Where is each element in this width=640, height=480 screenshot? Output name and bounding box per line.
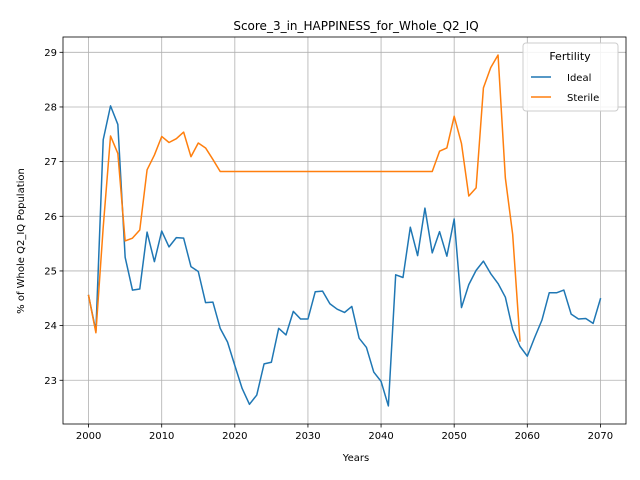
series-line-sterile: [87, 54, 521, 342]
y-axis: 23 24 25 26 27 28 29: [44, 48, 63, 387]
y-tick-label: 28: [44, 102, 57, 113]
y-tick-label: 23: [44, 376, 57, 387]
legend: Fertility Ideal Sterile: [522, 42, 619, 112]
legend-label-ideal: Ideal: [567, 73, 591, 84]
chart-title: Score_3_in_HAPPINESS_for_Whole_Q2_IQ: [233, 19, 478, 33]
y-tick-label: 29: [44, 48, 57, 59]
x-tick-label: 2050: [441, 431, 466, 442]
x-tick-label: 2030: [295, 431, 320, 442]
series-layer: [87, 54, 602, 407]
x-tick-label: 2000: [76, 431, 101, 442]
legend-label-sterile: Sterile: [567, 93, 599, 104]
y-tick-label: 25: [44, 266, 57, 277]
x-axis: 2000 2010 2020 2030 2040 2050 2060 2070: [76, 424, 613, 442]
plot-frame: [62, 36, 627, 425]
legend-box: [522, 42, 619, 112]
y-axis-label: % of Whole Q2_IQ Population: [16, 168, 27, 314]
x-tick-label: 2060: [515, 431, 540, 442]
x-tick-label: 2020: [222, 431, 247, 442]
x-tick-label: 2010: [149, 431, 174, 442]
x-tick-label: 2040: [368, 431, 393, 442]
y-tick-label: 24: [44, 321, 57, 332]
y-tick-label: 27: [44, 157, 57, 168]
legend-title: Fertility: [549, 50, 591, 63]
series-line-ideal: [87, 105, 602, 407]
x-tick-label: 2070: [588, 431, 613, 442]
x-axis-label: Years: [342, 453, 369, 464]
y-tick-label: 26: [44, 212, 57, 223]
